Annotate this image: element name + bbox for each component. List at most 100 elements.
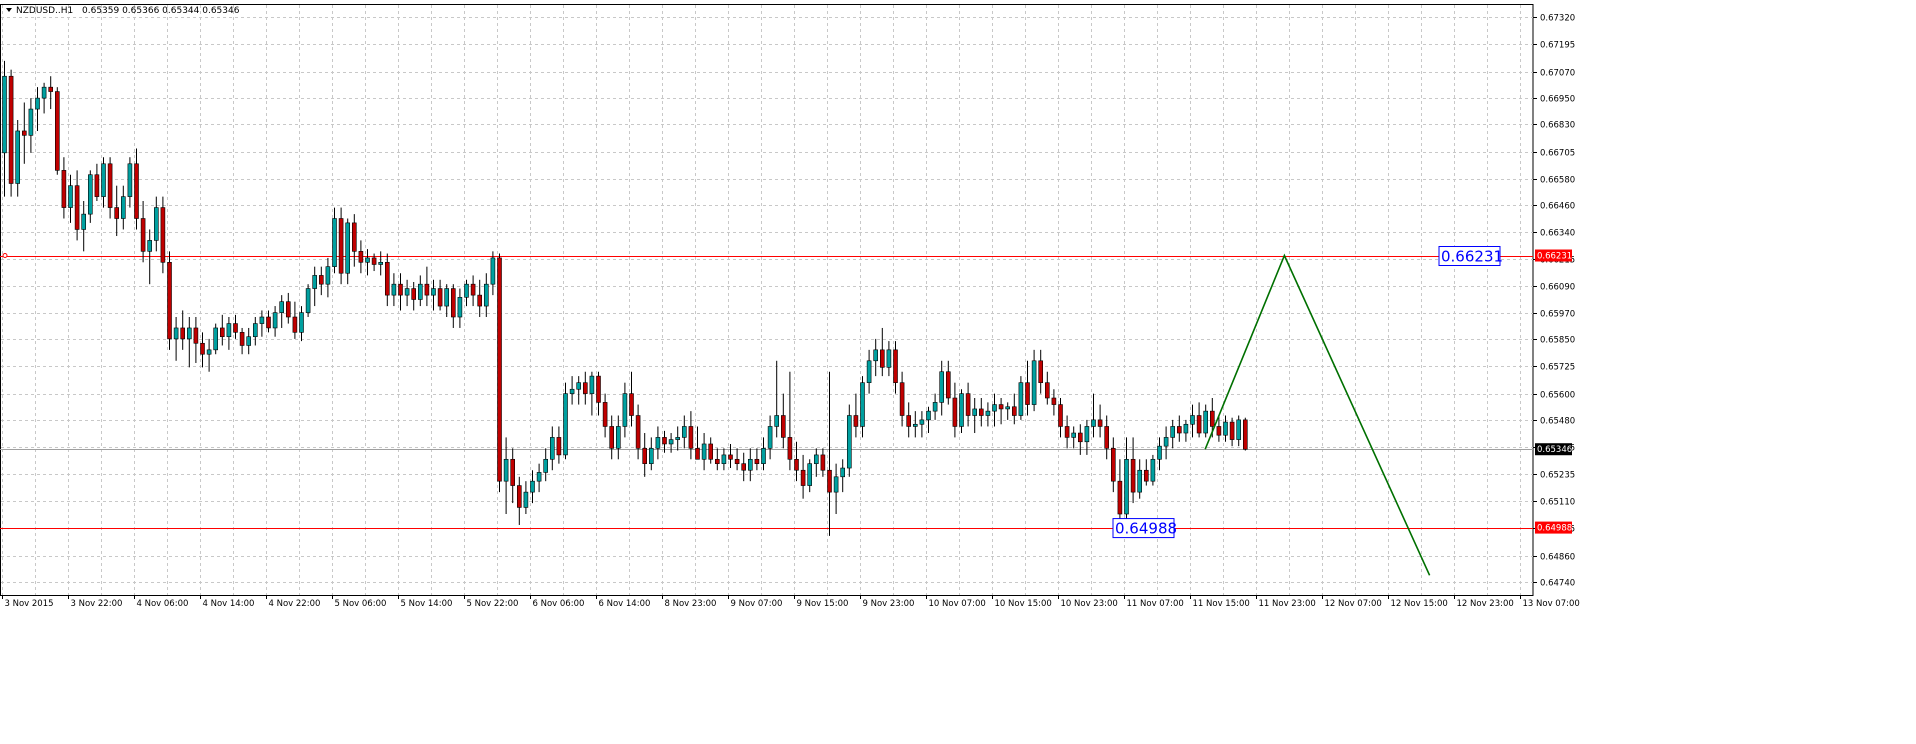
candle-bull	[932, 402, 938, 412]
candle-bull	[972, 408, 978, 416]
candle-bear	[74, 185, 80, 230]
candle-bear	[609, 426, 615, 449]
candle-bull	[391, 283, 397, 296]
candle-bull	[1124, 458, 1129, 515]
axis-tag-current-bg	[1535, 443, 1572, 456]
plot-frame	[0, 4, 1534, 596]
level-low-annotation-box	[1112, 518, 1175, 539]
y-tick-label: 0.65235	[1540, 471, 1575, 481]
x-tick-label: 5 Nov 22:00	[467, 599, 519, 609]
candle-bear	[945, 371, 951, 399]
candle-bull	[417, 283, 423, 300]
projection	[1204, 253, 1431, 576]
candle-bear	[1130, 458, 1136, 493]
candle-bull	[761, 448, 766, 464]
candle-bear	[1025, 382, 1030, 405]
candle-bull	[959, 393, 964, 427]
level-handle	[2, 253, 8, 259]
candle-bull	[939, 371, 945, 403]
candle-bear	[1117, 480, 1123, 515]
candle-bear	[893, 349, 898, 383]
time-axis: 3 Nov 2015 3 Nov 22:00 4 Nov 06:00 4 Nov 14…	[2, 595, 1580, 609]
candle-bear	[714, 458, 720, 464]
candle-bear	[1210, 410, 1215, 427]
candle-bear	[787, 437, 793, 460]
axis-tag-high: 0.66231	[1535, 249, 1572, 262]
candle-bear	[1216, 426, 1222, 436]
y-tick-label: 0.64740	[1540, 579, 1575, 589]
candle-bear	[398, 283, 403, 296]
candle-bull	[655, 437, 661, 449]
candle-bull	[536, 472, 542, 482]
candle-bull	[569, 388, 575, 394]
x-tick-label: 8 Nov 23:00	[665, 599, 717, 609]
candle-bear	[107, 163, 113, 208]
candle-bull	[1150, 458, 1156, 482]
axis-tag-high-bg	[1535, 249, 1572, 262]
y-tick-label: 0.67070	[1540, 69, 1575, 79]
candle-bull	[490, 257, 496, 285]
candle-bull	[365, 257, 370, 263]
candle-bull	[523, 491, 529, 508]
candle-bear	[292, 316, 298, 333]
candle-bear	[906, 415, 912, 427]
candle-bear	[741, 463, 747, 471]
level-low-annotation-text: 0.64988	[1115, 520, 1177, 538]
candle-bear	[516, 485, 522, 508]
candle-bull	[246, 336, 251, 346]
x-tick-label: 4 Nov 14:00	[203, 599, 255, 609]
candle-bear	[318, 275, 324, 285]
candle-bear	[1045, 382, 1050, 399]
candle-bull	[1091, 419, 1096, 427]
candle-bull	[833, 476, 839, 493]
candle-bear	[338, 218, 344, 274]
candle-bull	[1084, 426, 1090, 443]
x-tick-label: 12 Nov 15:00	[1391, 599, 1448, 609]
candle-bear	[754, 458, 760, 464]
candle-bear	[708, 443, 714, 460]
candle-bull	[457, 297, 463, 318]
candle-bull	[813, 454, 819, 464]
candle-bear	[450, 288, 456, 318]
candle-bull	[563, 393, 568, 456]
candle-bull	[259, 316, 265, 324]
candle-bull	[15, 130, 20, 184]
y-tick-label: 0.66090	[1540, 283, 1575, 293]
dropdown-triangle-icon[interactable]	[6, 8, 12, 12]
level-low-annotation: 0.64988	[1112, 518, 1177, 539]
candle-bull	[767, 426, 773, 449]
candle-bull	[1190, 415, 1195, 425]
candle-bull	[28, 108, 34, 136]
candle-bull	[312, 275, 318, 289]
y-tick-label: 0.67320	[1540, 14, 1575, 24]
x-tick-label: 11 Nov 23:00	[1259, 599, 1316, 609]
candle-bull	[483, 283, 489, 307]
axis-tag-low: 0.64988	[1535, 521, 1572, 534]
x-tick-label: 5 Nov 06:00	[335, 599, 387, 609]
candle-bull	[576, 382, 582, 390]
candle-bear	[827, 469, 832, 493]
candle-bear	[998, 404, 1004, 410]
candle-bull	[68, 185, 73, 208]
candle-bull	[378, 261, 384, 265]
candle-bull	[721, 454, 727, 464]
candle-bull	[253, 323, 258, 338]
x-tick-label: 5 Nov 14:00	[401, 599, 453, 609]
candle-bear	[688, 426, 694, 449]
candle-bull	[701, 443, 707, 460]
candle-bull	[41, 86, 47, 99]
candle-bull	[299, 312, 304, 333]
candle-bear	[1051, 397, 1057, 405]
candle-bull	[127, 163, 133, 197]
candle-bull	[873, 349, 879, 362]
candle-bear	[952, 397, 958, 427]
candle-bull	[886, 349, 892, 368]
x-tick-label: 12 Nov 23:00	[1457, 599, 1514, 609]
candle-bear	[8, 75, 14, 184]
candle-bear	[602, 402, 608, 427]
candle-bear	[820, 454, 826, 471]
candle-bear	[114, 207, 119, 219]
candle-bear	[411, 288, 417, 300]
candle-bear	[1111, 448, 1116, 482]
